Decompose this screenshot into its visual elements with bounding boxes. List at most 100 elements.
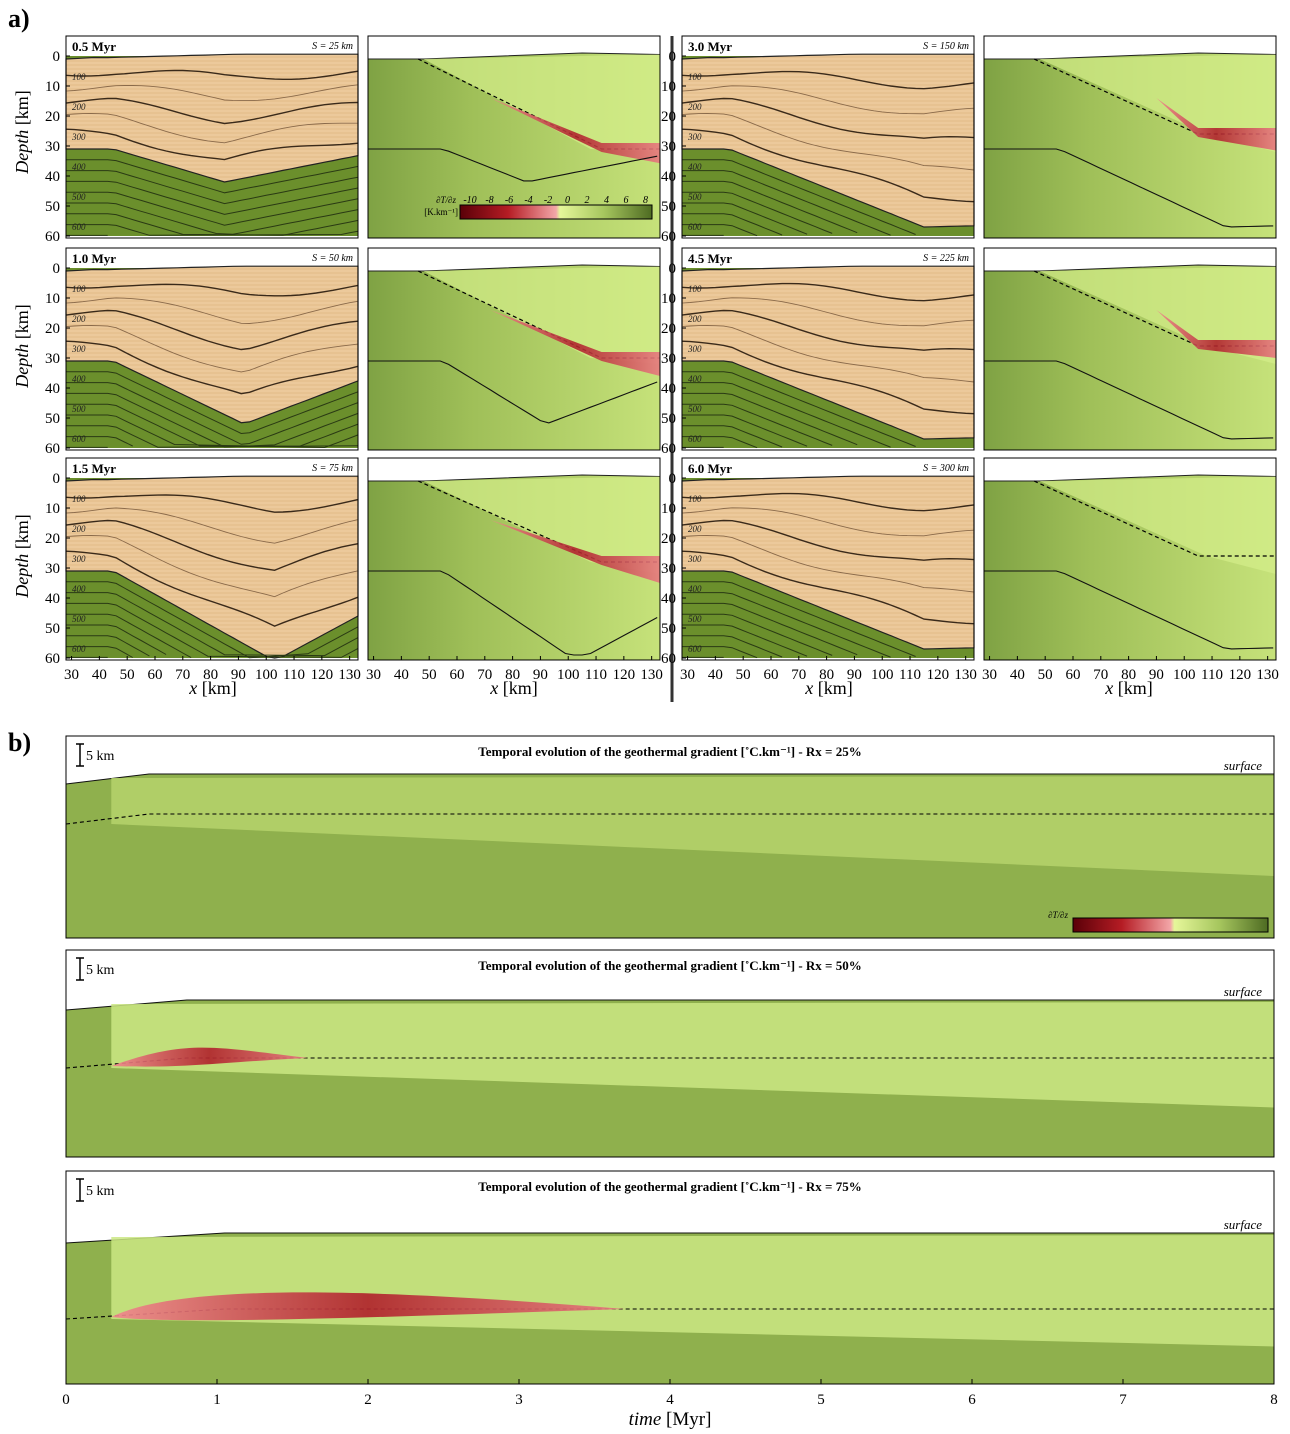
contour-label: 100 bbox=[72, 284, 86, 294]
y-tick-label: 10 bbox=[661, 501, 676, 517]
surface-label: surface bbox=[1224, 984, 1263, 999]
x-tick-label: 30 bbox=[680, 667, 695, 683]
x-tick-label: 40 bbox=[92, 667, 107, 683]
isotherm-line bbox=[65, 84, 359, 102]
isotherm-line bbox=[65, 297, 359, 324]
isotherm-line bbox=[681, 282, 975, 302]
x-tick-label: 100 bbox=[871, 667, 894, 683]
contour-label: 100 bbox=[688, 494, 702, 504]
sediment-layer bbox=[65, 53, 359, 183]
y-tick-label: 40 bbox=[661, 381, 676, 397]
x-tick-label: 30 bbox=[64, 667, 79, 683]
x-tick-label: 40 bbox=[1010, 667, 1025, 683]
contour-label: 300 bbox=[71, 554, 86, 564]
x-tick-label: 6 bbox=[968, 1392, 976, 1408]
basement-line bbox=[984, 570, 1274, 650]
svg-text:Depth [km]: Depth [km] bbox=[12, 514, 32, 599]
basement-contour bbox=[66, 624, 167, 655]
y-tick-label: 20 bbox=[661, 531, 676, 547]
basement-contour bbox=[682, 581, 916, 657]
x-tick-label: 90 bbox=[533, 667, 548, 683]
basement-contour bbox=[66, 382, 359, 445]
y-tick-label: 10 bbox=[45, 79, 60, 95]
contour-label: 300 bbox=[71, 132, 86, 142]
x-tick-label: 70 bbox=[477, 667, 492, 683]
colorbar-tick: -6 bbox=[505, 195, 513, 206]
x-tick-label: 90 bbox=[1149, 667, 1164, 683]
x-tick-label: 60 bbox=[763, 667, 778, 683]
x-tick-label: 90 bbox=[847, 667, 862, 683]
x-tick-label: 130 bbox=[338, 667, 361, 683]
contour-label: 100 bbox=[72, 72, 86, 82]
panel-title: Temporal evolution of the geothermal gra… bbox=[478, 744, 861, 759]
colorbar-title: ∂T/∂z bbox=[436, 195, 456, 205]
x-tick-label: 80 bbox=[203, 667, 218, 683]
basement-contour bbox=[682, 382, 891, 448]
x-tick-label: 50 bbox=[120, 667, 135, 683]
time-label: 0.5 Myr bbox=[72, 39, 116, 54]
sediment-layer bbox=[681, 53, 975, 228]
contour-label: 500 bbox=[72, 614, 86, 624]
basement-contour bbox=[682, 202, 808, 235]
panel-frame bbox=[681, 35, 975, 239]
gradient-panel bbox=[983, 247, 1277, 451]
basement-contour bbox=[682, 191, 833, 234]
contour-label: 300 bbox=[71, 344, 86, 354]
basement-contour bbox=[66, 592, 359, 657]
sediment-layer bbox=[681, 265, 975, 440]
y-tick-label: 0 bbox=[53, 471, 61, 487]
contour-label: 600 bbox=[688, 434, 702, 444]
isotherm-line bbox=[681, 535, 975, 593]
panel-frame bbox=[983, 457, 1277, 661]
basement-contour bbox=[682, 224, 758, 237]
y-axis-title-row-2: Depth [km] bbox=[12, 304, 32, 389]
x-tick-label: 80 bbox=[505, 667, 520, 683]
x-tick-label: 110 bbox=[899, 667, 921, 683]
part-b-label: b) bbox=[8, 728, 31, 757]
y-axis-title-row-3: Depth [km] bbox=[12, 514, 32, 599]
y-tick-label: 30 bbox=[661, 351, 676, 367]
y-tick-label: 30 bbox=[661, 561, 676, 577]
x-tick-label: 90 bbox=[231, 667, 246, 683]
isotherm-line bbox=[65, 340, 359, 395]
basement-contour bbox=[682, 403, 833, 446]
x-tick-label: 70 bbox=[1093, 667, 1108, 683]
panel-frame bbox=[65, 247, 359, 451]
basement-contour bbox=[66, 613, 192, 659]
panel-title: Temporal evolution of the geothermal gra… bbox=[478, 958, 861, 973]
y-axis-label: Depth bbox=[12, 344, 32, 389]
basement-contour bbox=[682, 371, 916, 447]
basement-contour bbox=[682, 425, 783, 448]
y-tick-label: 20 bbox=[45, 531, 60, 547]
x-tick-label: 30 bbox=[366, 667, 381, 683]
structure-panel: 100 200 300 400 500 600 1.0 Myr S = 50 km bbox=[65, 247, 359, 451]
warm-band bbox=[111, 1002, 1274, 1108]
contour-label: 100 bbox=[72, 494, 86, 504]
panel-frame bbox=[983, 35, 1277, 239]
basement-contour bbox=[66, 191, 359, 226]
x-tick-label: 120 bbox=[927, 667, 950, 683]
x-tick-label: 40 bbox=[708, 667, 723, 683]
contour-label: 400 bbox=[688, 374, 702, 384]
negative-gradient-anomaly bbox=[111, 1047, 308, 1067]
basement-line bbox=[368, 570, 658, 656]
part-b-panels: 5 km Temporal evolution of the geothermal… bbox=[62, 735, 1278, 1408]
y-tick-label: 60 bbox=[45, 651, 60, 667]
contour-label: 200 bbox=[72, 524, 86, 534]
negative-gradient-anomaly bbox=[1156, 310, 1276, 358]
contour-label: 600 bbox=[688, 644, 702, 654]
isotherm-line bbox=[681, 550, 975, 625]
isotherm-line bbox=[65, 309, 359, 351]
x-tick-label: 2 bbox=[364, 1392, 372, 1408]
y-tick-label: 10 bbox=[45, 291, 60, 307]
y-tick-label: 10 bbox=[45, 501, 60, 517]
basement-contour bbox=[66, 159, 359, 194]
x-tick-label: 60 bbox=[449, 667, 464, 683]
x-tick-label: 5 bbox=[817, 1392, 825, 1408]
x-tick-label: 110 bbox=[1201, 667, 1223, 683]
timeline-panel: 5 km Temporal evolution of the geothermal… bbox=[65, 1170, 1275, 1385]
x-tick-label: 0 bbox=[62, 1392, 70, 1408]
gradient-panel bbox=[367, 457, 661, 661]
x-tick-label: 70 bbox=[175, 667, 190, 683]
